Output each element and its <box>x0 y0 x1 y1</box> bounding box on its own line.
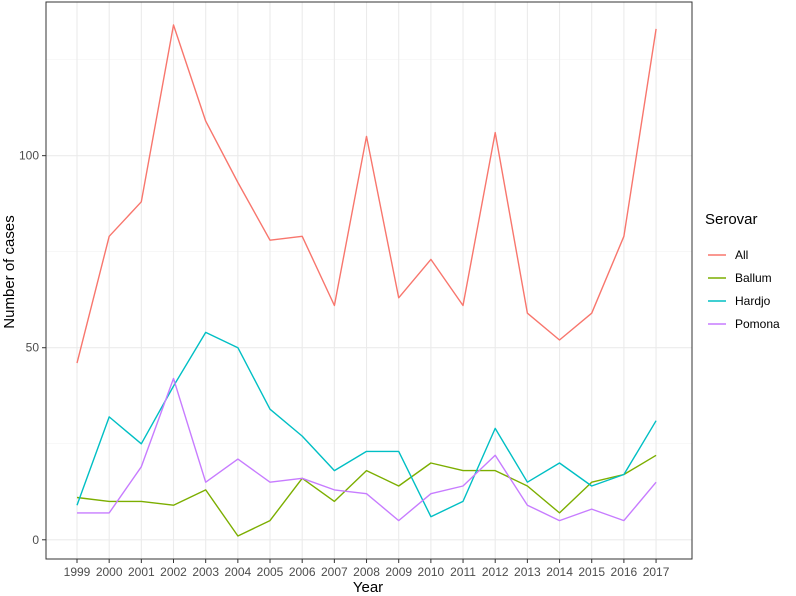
y-tick-label: 0 <box>32 533 39 547</box>
x-tick-label: 2017 <box>643 565 670 579</box>
x-tick-label: 2001 <box>128 565 155 579</box>
x-axis-title: Year <box>353 579 383 596</box>
x-tick-label: 2012 <box>482 565 509 579</box>
x-tick-label: 2011 <box>450 565 476 579</box>
x-tick-label: 1999 <box>64 565 91 579</box>
y-axis-title: Number of cases <box>1 215 18 328</box>
x-tick-label: 2003 <box>192 565 219 579</box>
series-line-all <box>76 24 657 364</box>
plot-border <box>45 1 693 560</box>
series-lines <box>76 24 657 537</box>
x-tick-label: 2008 <box>353 565 380 579</box>
x-tick-label: 2005 <box>257 565 284 579</box>
legend-label-hardjo: Hardjo <box>735 294 771 308</box>
x-tick-label: 2006 <box>289 565 316 579</box>
x-tick-label: 2016 <box>611 565 638 579</box>
series-line-ballum <box>76 454 657 537</box>
x-tick-label: 2010 <box>418 565 445 579</box>
x-tick-label: 2007 <box>321 565 348 579</box>
series-line-pomona <box>77 377 657 522</box>
legend-label-ballum: Ballum <box>735 271 772 285</box>
legend-title: Serovar <box>705 211 758 228</box>
legend-label-all: All <box>735 248 748 262</box>
legend: Serovar All Ballum Hardjo Pomona <box>705 211 780 331</box>
legend-label-pomona: Pomona <box>735 317 780 331</box>
x-tick-label: 2014 <box>546 565 573 579</box>
y-tick-label: 100 <box>19 149 39 163</box>
x-tick-label: 2013 <box>514 565 541 579</box>
x-tick-label: 2000 <box>96 565 123 579</box>
y-axis: 0 50 100 <box>19 149 46 547</box>
x-tick-label: 2009 <box>385 565 412 579</box>
x-tick-label: 2002 <box>160 565 187 579</box>
minor-gridlines <box>46 59 692 445</box>
major-gridlines <box>46 2 692 559</box>
plot-panel <box>46 2 692 559</box>
series-line-hardjo <box>76 331 657 518</box>
y-tick-label: 50 <box>26 341 40 355</box>
x-tick-label: 2004 <box>224 565 251 579</box>
x-axis: 1999 2000 2001 2002 2003 2004 2005 2006 2007 2008… <box>64 559 670 579</box>
x-tick-label: 2015 <box>578 565 605 579</box>
